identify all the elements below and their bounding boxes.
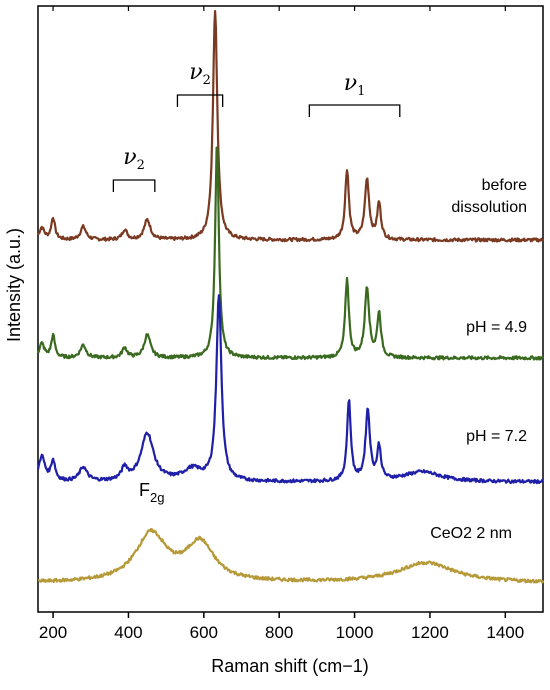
annotation-nu-label: ν2 — [123, 145, 145, 173]
x-tick-label: 1400 — [486, 623, 524, 642]
series-label-1: pH = 4.9 — [466, 319, 527, 336]
x-axis-title: Raman shift (cm−1) — [211, 656, 369, 676]
annotation-nu-label: ν1 — [344, 71, 366, 99]
x-tick-label: 400 — [114, 623, 142, 642]
series-label-3: CeO2 2 nm — [430, 525, 512, 542]
series-label-0: dissolution — [451, 199, 527, 216]
series-label-0: before — [482, 177, 527, 194]
series-group — [36, 10, 545, 584]
series-line-3 — [37, 528, 545, 584]
plot-frame — [37, 5, 544, 613]
annotations: ν2 ν2 ν1 F2g — [112, 60, 401, 505]
annotation-bracket — [112, 179, 156, 192]
x-tick-label: 800 — [265, 623, 293, 642]
x-tick-label: 600 — [190, 623, 218, 642]
y-axis-title: Intensity (a.u.) — [4, 228, 24, 342]
x-tick-label: 1200 — [411, 623, 449, 642]
series-labels: before dissolution pH = 4.9 pH = 7.2 CeO2 2 … — [430, 177, 527, 542]
series-line-1 — [37, 146, 544, 361]
series-line-0 — [37, 10, 544, 243]
series-line-2 — [36, 294, 545, 485]
x-tick-label: 1000 — [336, 623, 374, 642]
series-label-2: pH = 7.2 — [466, 428, 527, 445]
x-axis-ticks: 200 400 600 800 1000 1200 1400 — [39, 6, 524, 642]
annotation-bracket — [308, 104, 401, 117]
annotation-bracket — [176, 94, 224, 107]
x-tick-label: 200 — [39, 623, 67, 642]
annotation-nu-label: ν2 — [189, 60, 211, 88]
annotation-f2g-label: F2g — [139, 480, 164, 505]
